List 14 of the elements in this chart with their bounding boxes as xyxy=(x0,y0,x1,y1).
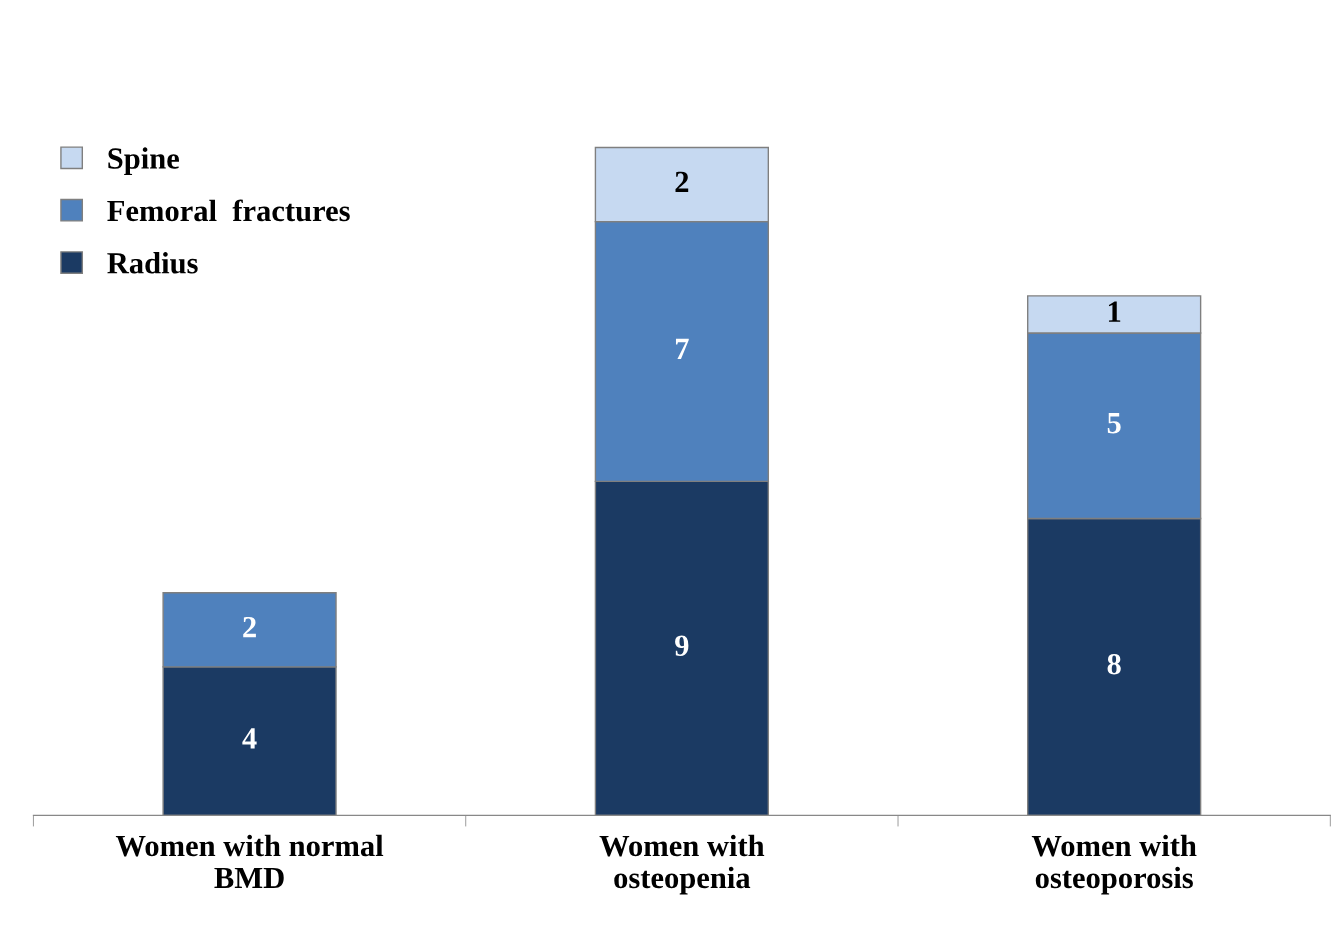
data-label: 5 xyxy=(1107,413,1121,434)
data-label: 4 xyxy=(242,728,257,749)
x-tick-label: Women with normal BMD xyxy=(115,834,384,889)
x-tick-label: Women with osteoporosis xyxy=(1031,834,1197,895)
data-label: 7 xyxy=(675,338,689,359)
x-tick-label: Women with osteopenia xyxy=(599,834,765,895)
legend-label: Spine xyxy=(108,147,179,176)
data-label: 9 xyxy=(675,635,689,656)
legend-label: Radius xyxy=(107,252,198,274)
legend-label: Femoral fractures xyxy=(107,199,350,222)
data-label: 8 xyxy=(1107,653,1121,675)
data-label: 1 xyxy=(1108,301,1121,322)
data-label: 2 xyxy=(675,171,689,192)
data-label: 2 xyxy=(243,616,256,638)
